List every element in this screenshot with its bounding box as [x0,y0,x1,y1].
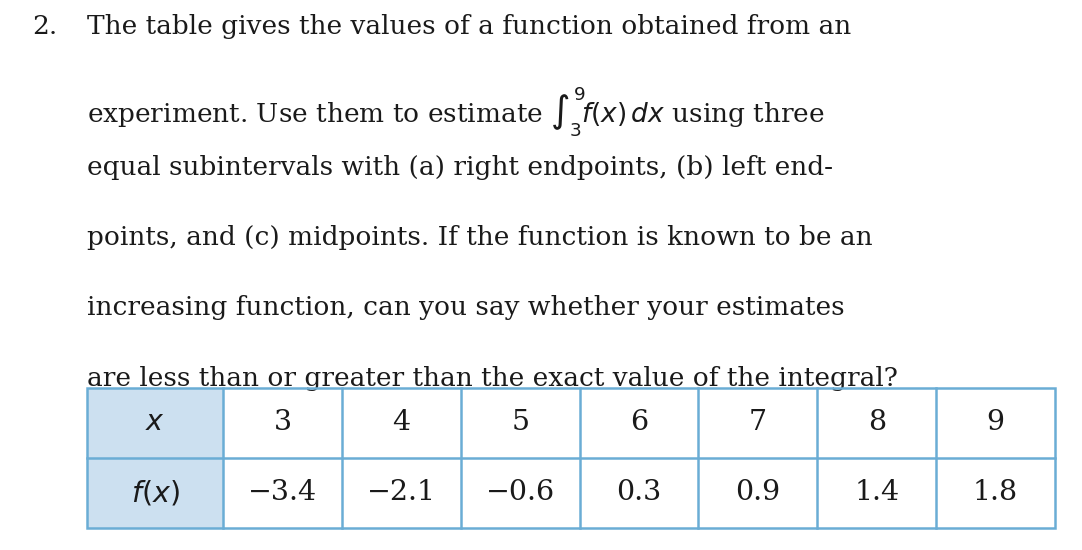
Text: 7: 7 [749,409,767,436]
Text: increasing function, can you say whether your estimates: increasing function, can you say whether… [87,295,844,320]
Text: The table gives the values of a function obtained from an: The table gives the values of a function… [87,14,850,38]
Text: 1.4: 1.4 [854,480,899,507]
Text: equal subintervals with (a) right endpoints, (b) left end-: equal subintervals with (a) right endpoi… [87,155,832,179]
Text: 8: 8 [868,409,886,436]
Text: 9: 9 [987,409,1004,436]
Bar [87,388,223,458]
Text: $x$: $x$ [145,409,164,436]
Text: 0.9: 0.9 [736,480,780,507]
Bar [87,458,223,528]
Text: $f(x)$: $f(x)$ [131,478,180,508]
Text: 0.3: 0.3 [617,480,662,507]
Text: 2.: 2. [32,14,57,38]
Text: 6: 6 [630,409,648,436]
Text: are less than or greater than the exact value of the integral?: are less than or greater than the exact … [87,366,897,390]
Text: −2.1: −2.1 [367,480,436,507]
Text: experiment. Use them to estimate $\int_3^9\! f(x)\, dx$ using three: experiment. Use them to estimate $\int_3… [87,84,824,138]
Text: 4: 4 [393,409,410,436]
Text: points, and (c) midpoints. If the function is known to be an: points, and (c) midpoints. If the functi… [87,225,872,250]
Text: −3.4: −3.4 [248,480,317,507]
Text: −0.6: −0.6 [486,480,555,507]
Bar [87,388,1055,528]
Text: 5: 5 [511,409,529,436]
Text: 1.8: 1.8 [973,480,1018,507]
Text: 3: 3 [274,409,292,436]
